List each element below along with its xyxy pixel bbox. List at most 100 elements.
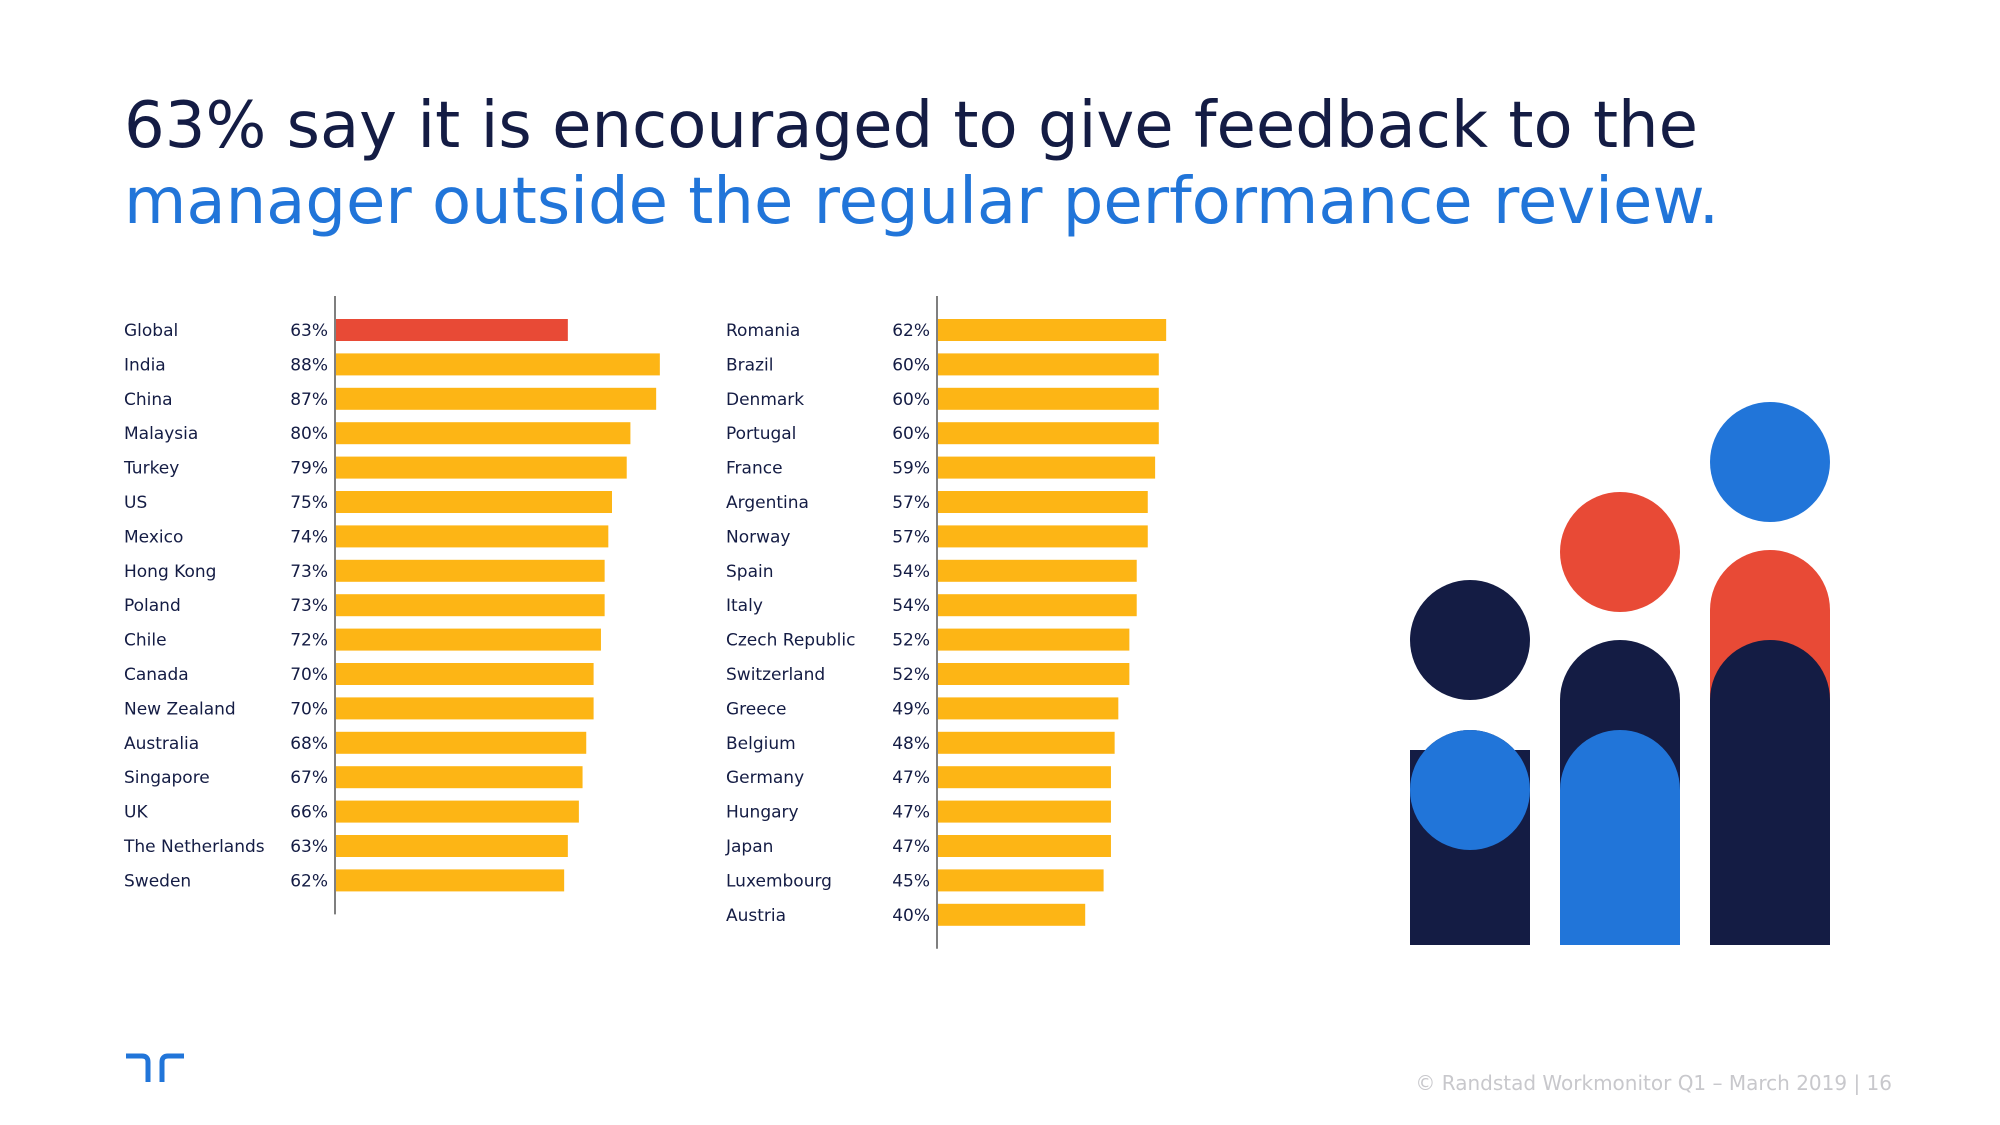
right-chart-category-label: Luxembourg bbox=[726, 871, 832, 891]
left-chart-bar bbox=[336, 731, 587, 754]
left-chart-bar bbox=[336, 319, 568, 341]
middle-figure-red-head bbox=[1560, 492, 1680, 612]
bar-chart-left: Global 63% India 88% China 87% Malaysia 80% Turk… bbox=[123, 296, 684, 915]
right-chart-category-label: Spain bbox=[726, 562, 774, 582]
left-chart-bar bbox=[336, 559, 605, 582]
left-figure-blue-head bbox=[1410, 730, 1530, 850]
left-chart-bar bbox=[336, 594, 605, 617]
right-chart-category-label: Denmark bbox=[726, 390, 804, 410]
left-chart-value-label: 62% bbox=[290, 871, 328, 891]
right-chart-value-label: 45% bbox=[892, 871, 930, 891]
left-chart-value-label: 74% bbox=[290, 527, 328, 547]
left-chart-value-label: 79% bbox=[290, 459, 328, 479]
left-chart-category-label: Chile bbox=[124, 631, 167, 651]
left-chart-value-label: 70% bbox=[290, 699, 328, 719]
left-chart-category-label: Canada bbox=[124, 665, 189, 685]
left-chart-category-label: India bbox=[124, 355, 166, 375]
left-chart-value-label: 72% bbox=[290, 631, 328, 651]
left-chart-category-label: The Netherlands bbox=[123, 837, 265, 857]
right-chart-value-label: 57% bbox=[892, 493, 930, 513]
people-illustration-svg bbox=[1410, 402, 1830, 945]
right-chart-bar bbox=[938, 491, 1148, 513]
right-chart-bar bbox=[938, 628, 1130, 651]
right-chart-bar bbox=[938, 697, 1119, 720]
right-chart-value-label: 54% bbox=[892, 596, 930, 616]
left-chart-value-label: 73% bbox=[290, 596, 328, 616]
headline: 63% say it is encouraged to give feedbac… bbox=[124, 88, 1884, 240]
right-chart-bar bbox=[938, 422, 1159, 445]
left-chart-bar bbox=[336, 869, 565, 892]
left-chart-category-label: Singapore bbox=[124, 768, 210, 788]
right-chart-bar bbox=[938, 525, 1148, 548]
right-chart-bar bbox=[938, 869, 1104, 892]
right-chart-category-label: Romania bbox=[726, 321, 800, 341]
right-chart-category-label: Brazil bbox=[726, 355, 773, 375]
right-chart-value-label: 62% bbox=[892, 321, 930, 341]
left-chart-category-label: UK bbox=[124, 803, 148, 823]
right-chart-value-label: 60% bbox=[892, 355, 930, 375]
right-chart-bar bbox=[938, 903, 1086, 926]
left-chart-bar bbox=[336, 697, 594, 720]
right-chart-category-label: Greece bbox=[726, 699, 787, 719]
people-illustration bbox=[1410, 395, 1850, 945]
randstad-logo-icon bbox=[124, 1050, 186, 1084]
randstad-logo-svg bbox=[126, 1053, 184, 1082]
left-chart-value-label: 75% bbox=[290, 493, 328, 513]
right-chart-category-label: Belgium bbox=[726, 734, 796, 754]
left-chart-bar bbox=[336, 456, 627, 479]
left-chart-bar bbox=[336, 800, 579, 823]
left-chart-value-label: 73% bbox=[290, 562, 328, 582]
left-chart-value-label: 87% bbox=[290, 390, 328, 410]
right-chart-value-label: 52% bbox=[892, 665, 930, 685]
right-figure-navy-body bbox=[1710, 640, 1830, 945]
right-chart-category-label: Austria bbox=[726, 906, 786, 926]
left-chart-category-label: Poland bbox=[124, 596, 181, 616]
left-chart-category-label: New Zealand bbox=[124, 699, 236, 719]
left-chart-value-label: 68% bbox=[290, 734, 328, 754]
right-chart-category-label: Germany bbox=[726, 768, 804, 788]
bar-chart-right: Romania 62% Brazil 60% Denmark 60% Portugal 60%… bbox=[725, 296, 1286, 949]
footer-text: © Randstad Workmonitor Q1 – March 2019 |… bbox=[1415, 1071, 1892, 1095]
right-chart-bar bbox=[938, 319, 1167, 341]
right-chart-bar bbox=[938, 800, 1111, 823]
right-chart-value-label: 47% bbox=[892, 803, 930, 823]
left-chart-category-label: Turkey bbox=[123, 459, 179, 479]
bar-chart-left-svg: Global 63% India 88% China 87% Malaysia 80% Turk… bbox=[123, 296, 660, 915]
left-chart-category-label: Mexico bbox=[124, 527, 183, 547]
right-chart-category-label: Switzerland bbox=[726, 665, 825, 685]
right-chart-bar bbox=[938, 835, 1111, 857]
left-chart-value-label: 70% bbox=[290, 665, 328, 685]
left-chart-bar bbox=[336, 835, 568, 857]
right-chart-category-label: Norway bbox=[726, 527, 791, 547]
right-chart-value-label: 40% bbox=[892, 906, 930, 926]
left-chart-bar bbox=[336, 628, 601, 651]
left-chart-bar bbox=[336, 353, 660, 376]
left-chart-bar bbox=[336, 422, 631, 445]
right-chart-value-label: 47% bbox=[892, 837, 930, 857]
left-chart-value-label: 63% bbox=[290, 837, 328, 857]
left-chart-category-label: Hong Kong bbox=[124, 562, 216, 582]
right-chart-bar bbox=[938, 766, 1111, 789]
middle-figure-blue-body bbox=[1560, 730, 1680, 945]
right-chart-bar bbox=[938, 594, 1137, 617]
left-chart-bar bbox=[336, 525, 609, 548]
right-chart-value-label: 59% bbox=[892, 459, 930, 479]
right-chart-value-label: 48% bbox=[892, 734, 930, 754]
left-chart-category-label: Sweden bbox=[124, 871, 191, 891]
left-chart-category-label: Australia bbox=[124, 734, 199, 754]
right-chart-category-label: France bbox=[726, 459, 783, 479]
right-chart-value-label: 54% bbox=[892, 562, 930, 582]
right-chart-category-label: Argentina bbox=[726, 493, 809, 513]
left-chart-bar bbox=[336, 663, 594, 685]
right-chart-value-label: 49% bbox=[892, 699, 930, 719]
right-chart-value-label: 57% bbox=[892, 527, 930, 547]
left-chart-value-label: 67% bbox=[290, 768, 328, 788]
left-chart-value-label: 63% bbox=[290, 321, 328, 341]
left-chart-bar bbox=[336, 491, 612, 513]
left-chart-value-label: 80% bbox=[290, 424, 328, 444]
left-chart-bar bbox=[336, 766, 583, 789]
left-chart-value-label: 88% bbox=[290, 355, 328, 375]
right-chart-bar bbox=[938, 731, 1115, 754]
headline-main: 63% say it is encouraged to give feedbac… bbox=[124, 89, 1698, 163]
right-chart-bar bbox=[938, 663, 1130, 685]
